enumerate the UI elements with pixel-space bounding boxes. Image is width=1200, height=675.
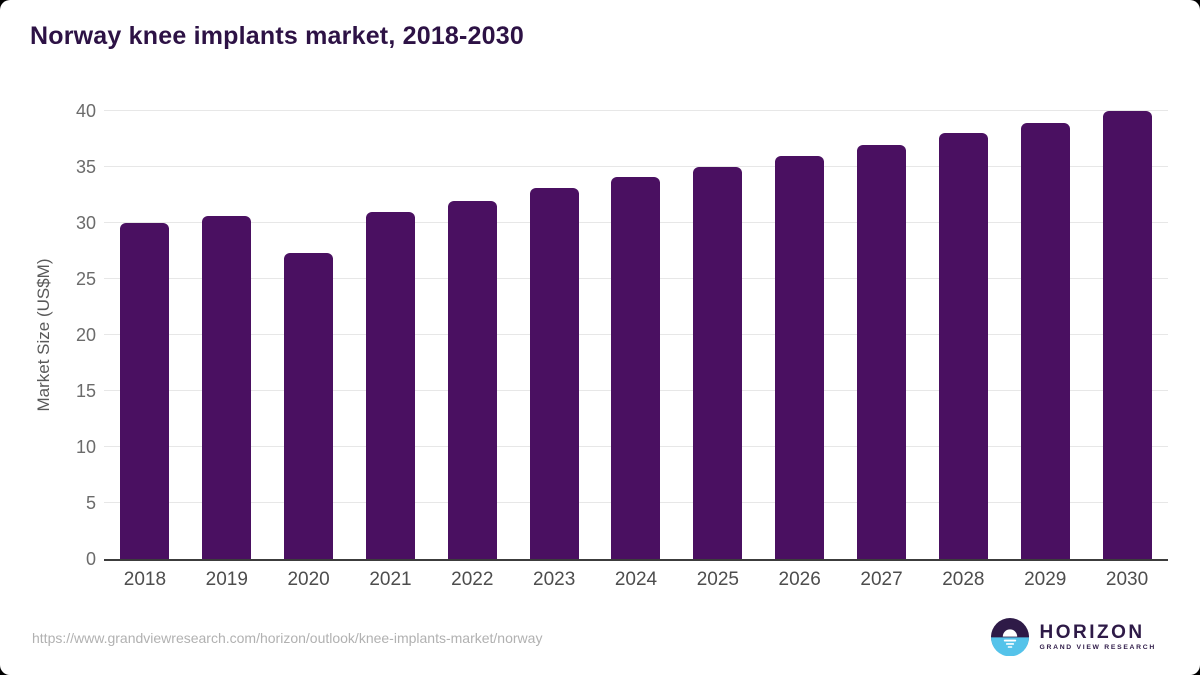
y-tick-40: 40	[75, 101, 96, 121]
logo-subtitle: GRAND VIEW RESEARCH	[1039, 643, 1156, 651]
x-label-2023: 2023	[533, 569, 576, 590]
y-tick-5: 5	[85, 493, 96, 513]
bar-2027	[857, 144, 907, 559]
bar-slot-2027	[841, 111, 923, 559]
bar-2028	[938, 133, 988, 559]
y-tick-35: 35	[75, 157, 96, 177]
bar-slot-2030	[1086, 111, 1168, 559]
y-tick-30: 30	[75, 213, 96, 233]
x-label-2022: 2022	[451, 569, 494, 590]
x-label-2030: 2030	[1105, 569, 1149, 590]
x-label-2021: 2021	[369, 569, 412, 590]
logo-name: HORIZON	[1039, 621, 1145, 643]
logo-text: HORIZON GRAND VIEW RESEARCH	[1039, 623, 1156, 652]
x-label-2018: 2018	[123, 569, 167, 590]
bar-2024	[611, 177, 661, 559]
bar-slot-2019	[186, 111, 268, 559]
bar-slot-2018	[104, 111, 186, 559]
x-label-2028: 2028	[942, 569, 985, 590]
bar-2026	[775, 155, 825, 559]
y-tick-0: 0	[85, 549, 96, 569]
bar-slot-2025	[677, 111, 759, 559]
x-axis-labels: 2018 2019 2020 2021 2022 2023 2024 2025 2026 2027…	[104, 569, 1168, 591]
x-label-2027: 2027	[860, 569, 903, 590]
bar-2020	[284, 253, 334, 559]
bar-slot-2028	[922, 111, 1004, 559]
bar-2030	[1102, 111, 1152, 559]
source-url: https://www.grandviewresearch.com/horizo…	[32, 630, 543, 646]
plot-area	[104, 110, 1168, 561]
x-label-2029: 2029	[1024, 569, 1067, 590]
x-label-2020: 2020	[287, 569, 330, 590]
bar-slot-2023	[513, 111, 595, 559]
bar-2018	[120, 223, 170, 559]
y-tick-15: 15	[75, 381, 96, 401]
gridline-40	[104, 110, 1168, 111]
bar-slot-2021	[350, 111, 432, 559]
gridline-35	[104, 166, 1168, 167]
bar-2025	[693, 167, 743, 559]
bar-2019	[202, 216, 252, 559]
x-label-2025: 2025	[696, 569, 739, 590]
bar-slot-2020	[268, 111, 350, 559]
horizon-logo-icon	[991, 618, 1030, 656]
x-label-2026: 2026	[778, 569, 821, 590]
y-tick-25: 25	[75, 269, 96, 289]
bar-slot-2026	[759, 111, 841, 559]
bar-2021	[365, 211, 415, 559]
x-label-2019: 2019	[205, 569, 248, 590]
bar-2029	[1020, 123, 1070, 559]
horizon-logo: HORIZON GRAND VIEW RESEARCH	[991, 618, 1156, 656]
y-tick-20: 20	[75, 325, 96, 345]
x-label-2024: 2024	[614, 569, 658, 590]
bar-slot-2029	[1004, 111, 1086, 559]
bar-2022	[447, 200, 497, 559]
bars	[104, 111, 1168, 559]
bar-slot-2024	[595, 111, 677, 559]
chart-title: Norway knee implants market, 2018-2030	[30, 22, 524, 50]
y-tick-10: 10	[75, 437, 96, 457]
bar-slot-2022	[431, 111, 513, 559]
y-axis-ticks: 0 5 10 15 20 25 30 35 40	[0, 101, 96, 569]
bar-2023	[529, 188, 579, 559]
